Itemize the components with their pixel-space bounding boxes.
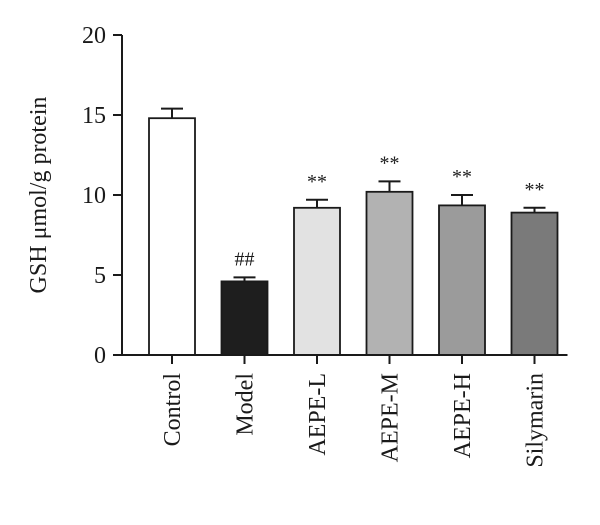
significance-label: ** [307,171,327,193]
y-axis: 0 5 10 15 20 [82,23,123,369]
y-axis-title: GSH μmol/g protein [26,97,52,294]
x-tick-label: Control [160,373,186,447]
bar [148,117,196,356]
bar [365,190,414,356]
significance-label: ** [380,152,400,174]
bar [220,280,269,356]
significance-label: ** [525,179,545,201]
x-tick-label: Model [233,373,259,436]
y-tick-label: 10 [82,183,106,209]
x-tick-label: AEPE-H [450,373,476,458]
y-tick-label: 15 [82,103,106,129]
y-tick-label: 20 [82,23,106,49]
x-axis: Control Model AEPE-L AEPE-M AEPE-H Silymarin [122,354,568,468]
bar [510,211,559,356]
significance-label: ** [452,166,472,188]
x-tick-label: AEPE-L [305,373,331,456]
y-tick-label: 0 [94,343,106,369]
y-tick-label: 5 [94,263,106,289]
bars: ## ** ** ** ** [148,107,559,356]
x-tick-label: Silymarin [523,373,549,468]
bar [293,206,341,356]
bar [438,204,486,356]
x-tick-label: AEPE-M [378,373,404,462]
significance-label: ## [235,248,255,270]
